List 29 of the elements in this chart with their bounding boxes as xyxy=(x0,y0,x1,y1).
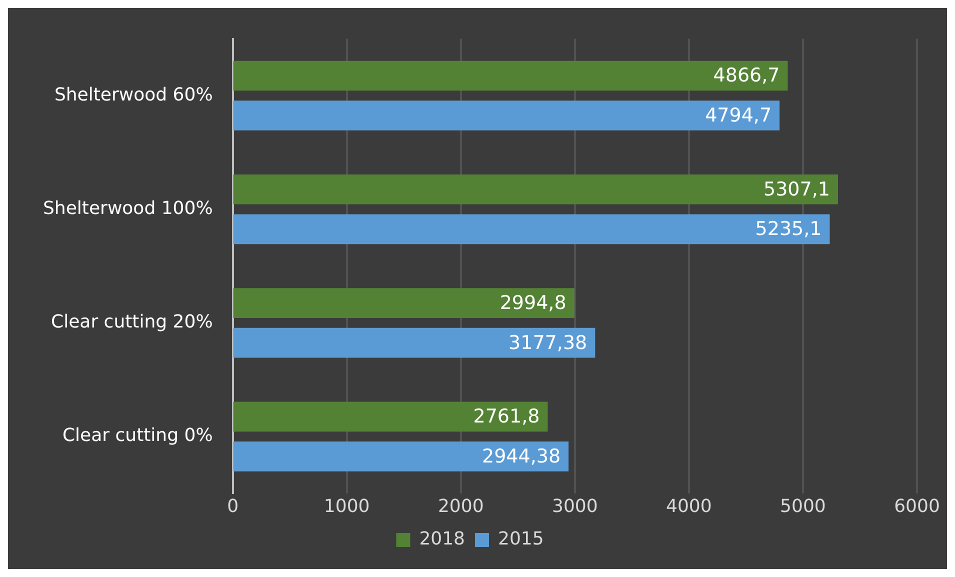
bar xyxy=(233,328,596,358)
x-tick-label: 3000 xyxy=(552,496,598,517)
bar xyxy=(233,402,548,432)
x-tick-label: 2000 xyxy=(438,496,484,517)
x-tick-label: 6000 xyxy=(894,496,940,517)
data-label: 2994,8 xyxy=(500,292,566,314)
y-tick-label: Clear cutting 0% xyxy=(62,425,213,446)
y-tick-label: Shelterwood 100% xyxy=(43,198,213,219)
bar xyxy=(233,288,574,318)
data-label: 2761,8 xyxy=(473,406,540,428)
bar xyxy=(233,442,569,472)
y-tick-label: Shelterwood 60% xyxy=(54,84,213,106)
legend-label: 2015 xyxy=(498,528,544,550)
y-tick-label: Clear cutting 20% xyxy=(51,312,213,333)
bar xyxy=(233,214,830,244)
bar xyxy=(233,100,780,130)
x-tick-label: 4000 xyxy=(666,496,712,517)
data-label: 5235,1 xyxy=(755,218,822,240)
data-label: 2944,38 xyxy=(482,445,561,468)
data-label: 4794,7 xyxy=(705,104,772,126)
bar xyxy=(233,60,788,91)
x-tick-label: 1000 xyxy=(324,496,370,517)
x-tick-label: 0 xyxy=(227,496,239,517)
legend-label: 2018 xyxy=(419,528,466,550)
data-label: 5307,1 xyxy=(764,178,830,200)
bar xyxy=(233,174,838,204)
data-label: 4866,7 xyxy=(713,64,780,87)
data-label: 3177,38 xyxy=(508,332,588,354)
x-tick-label: 5000 xyxy=(780,496,826,517)
